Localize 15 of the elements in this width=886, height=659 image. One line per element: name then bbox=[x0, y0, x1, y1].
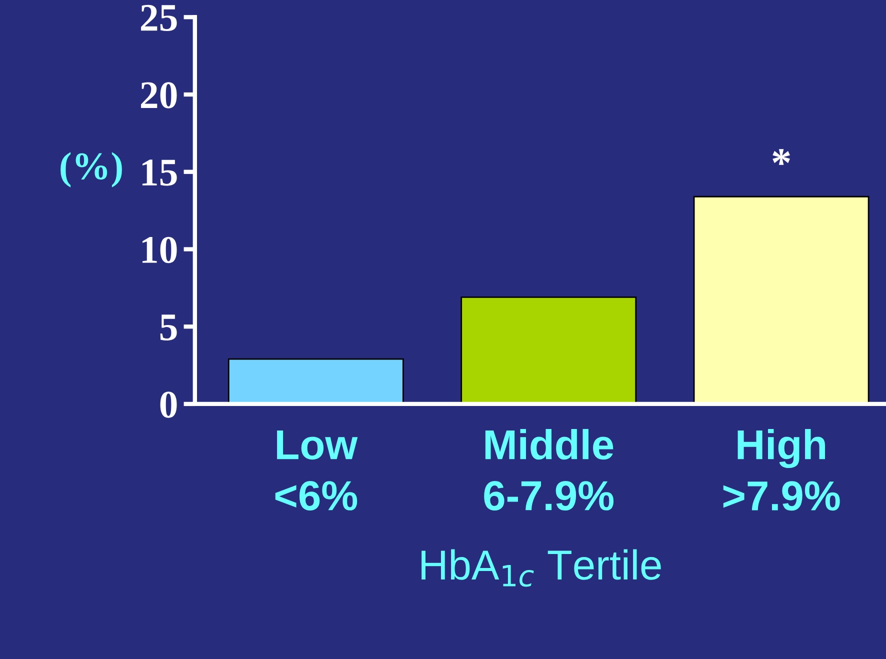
y-tick-label: 25 bbox=[141, 4, 177, 32]
y-axis-title: (%) bbox=[60, 152, 122, 188]
y-tick-label: 10 bbox=[142, 236, 177, 264]
y-tick-label: 15 bbox=[142, 160, 177, 186]
bar bbox=[693, 196, 870, 404]
bar bbox=[228, 358, 404, 404]
y-tick-label: 5 bbox=[160, 314, 177, 340]
x-tick-label: Low <6% bbox=[275, 430, 358, 510]
y-tick-label: 20 bbox=[141, 82, 177, 108]
annotation: * bbox=[772, 149, 790, 165]
x-tick-label: Middle 6-7.9% bbox=[484, 428, 614, 510]
y-tick-label: 0 bbox=[160, 392, 177, 418]
x-axis-title: HbA$_{1c}$ Tertile bbox=[422, 549, 661, 587]
bar bbox=[460, 296, 637, 404]
x-tick-label: High >7.9% bbox=[723, 428, 840, 511]
